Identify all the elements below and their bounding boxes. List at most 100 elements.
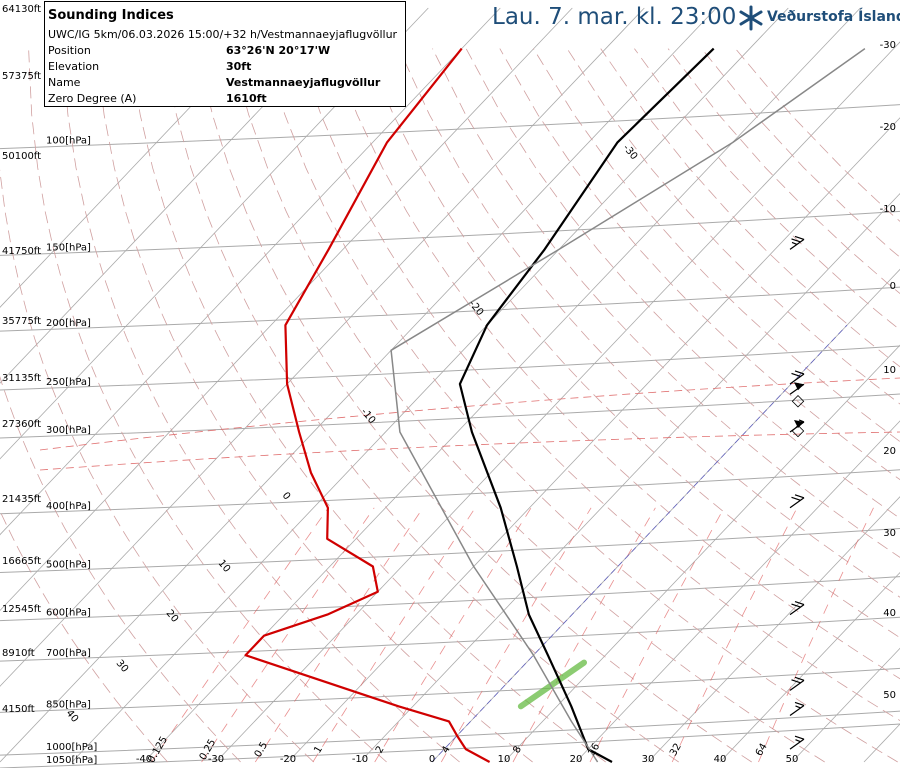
adiabat-label: 30 — [114, 658, 131, 675]
mixing-ratio-line — [440, 507, 592, 763]
isobar-line — [0, 710, 900, 756]
info-value: 30ft — [226, 60, 252, 73]
mixing-ratio-line — [589, 507, 725, 763]
right-temp-tick-label: -20 — [880, 122, 896, 133]
right-temp-tick-label: 0 — [890, 281, 896, 292]
pressure-tick-label: 150[hPa] — [46, 242, 91, 253]
mixing-ratio-label: 16 — [586, 742, 602, 759]
wind-barb-staff — [789, 738, 805, 750]
pressure-tick-label: 600[hPa] — [46, 608, 91, 619]
info-label: Name — [48, 76, 81, 89]
pressure-tick-label: 100[hPa] — [46, 136, 91, 147]
isotherm-line — [719, 571, 900, 763]
isotherm-line — [575, 420, 900, 763]
right-temp-tick-label: 50 — [883, 690, 896, 701]
right-temp-tick-label: 20 — [883, 446, 896, 457]
dewpoint-line — [244, 47, 491, 763]
mixing-ratio-line — [758, 507, 874, 763]
isotherm-line — [0, 7, 285, 308]
mixing-ratio-line — [512, 507, 656, 763]
dry-adiabat-line — [398, 48, 900, 598]
level-marker-icon — [791, 424, 805, 438]
pressure-tick-label: 300[hPa] — [46, 425, 91, 436]
isotherm-line — [71, 7, 789, 763]
info-value: Vestmannaeyjaflugvöllur — [226, 76, 381, 89]
isotherm-line — [0, 7, 573, 612]
bottom-temp-tick-label: 20 — [570, 754, 583, 765]
snowflake-logo-icon — [739, 5, 763, 31]
isobar-line — [0, 576, 900, 622]
pressure-tick-label: 700[hPa] — [46, 648, 91, 659]
adiabat-label: -30 — [620, 143, 639, 163]
wind-barb-half-flag — [795, 739, 801, 743]
altitude-tick-label: 12545ft — [2, 604, 41, 615]
brand-name: Veðurstofa Íslands — [767, 9, 900, 25]
dry-adiabat-line — [0, 375, 241, 763]
bottom-temp-tick-label: 0 — [429, 754, 435, 765]
right-temp-tick-label: -30 — [880, 40, 896, 51]
dry-adiabat-line — [0, 169, 314, 763]
right-temp-tick-label: 40 — [883, 608, 896, 619]
mixing-ratio-label: 1 — [312, 744, 325, 755]
mixing-ratio-line — [151, 507, 329, 763]
pressure-tick-label: 250[hPa] — [46, 377, 91, 388]
tropopause-line — [39, 377, 900, 451]
altitude-tick-label: 35775ft — [2, 316, 41, 327]
wind-barb-flag — [794, 235, 805, 240]
altitude-tick-label: 4150ft — [2, 704, 35, 715]
info-title: Sounding Indices — [48, 8, 174, 23]
mixing-ratio-label: 2 — [374, 744, 387, 755]
bottom-temp-tick-label: 10 — [498, 754, 511, 765]
wind-barb-flag — [794, 494, 805, 499]
isotherm-line — [359, 192, 900, 763]
dry-adiabat-line — [735, 48, 900, 222]
wind-barb-staff — [789, 373, 805, 385]
dry-adiabat-line — [499, 48, 900, 481]
parcel-line — [390, 47, 866, 763]
dry-adiabat-line — [95, 48, 533, 763]
pressure-tick-label: 400[hPa] — [46, 501, 91, 512]
dry-adiabat-line — [129, 48, 606, 763]
dry-adiabat-line — [230, 48, 825, 763]
wind-barb-flag — [794, 701, 805, 707]
series-layer — [244, 47, 866, 763]
isotherm-line — [647, 496, 900, 763]
dry-adiabat-line — [196, 48, 752, 763]
level-marker-icon — [791, 395, 805, 408]
isotherm-line — [0, 7, 357, 384]
dry-adiabat-line — [364, 48, 900, 639]
wind-barb-staff — [789, 679, 805, 691]
wind-barb-pennant — [794, 382, 804, 391]
info-value: 63°26'N 20°17'W — [226, 44, 331, 57]
altitude-tick-label: 27360ft — [2, 419, 41, 430]
wind-barb-flag — [791, 238, 801, 243]
bottom-temp-tick-label: 40 — [714, 754, 727, 765]
bottom-temp-tick-label: 30 — [642, 754, 655, 765]
isobar-line — [0, 667, 900, 713]
altitude-tick-label: 57375ft — [2, 71, 41, 82]
isobar-line — [0, 104, 900, 150]
wind-barb-flag — [791, 603, 801, 608]
dry-adiabat-line — [331, 48, 900, 680]
isobar-line — [0, 286, 900, 332]
dry-adiabat-line — [701, 48, 900, 258]
wind-barb-staff — [789, 604, 805, 616]
wind-barb-staff — [789, 704, 805, 716]
dry-adiabat-line — [263, 48, 898, 763]
altitude-tick-label: 8910ft — [2, 648, 35, 659]
wind-barb-flag — [791, 679, 801, 684]
isotherm-line — [287, 117, 900, 763]
zero-isotherm-line — [431, 324, 848, 763]
mixing-ratio-label: 8 — [511, 744, 524, 755]
mixing-ratio-line — [671, 507, 798, 763]
dry-adiabat-line — [61, 48, 460, 763]
info-label: Elevation — [48, 60, 100, 73]
dry-adiabat-line — [432, 48, 900, 558]
pressure-tick-label: 850[hPa] — [46, 699, 91, 710]
wind-barb-flag — [791, 372, 801, 378]
wind-barb-half-flag — [791, 241, 798, 245]
isobar-line — [0, 393, 900, 439]
cloud-layer — [517, 659, 588, 710]
adiabat-label: 0 — [280, 490, 293, 502]
altitude-tick-label: 41750ft — [2, 246, 41, 257]
